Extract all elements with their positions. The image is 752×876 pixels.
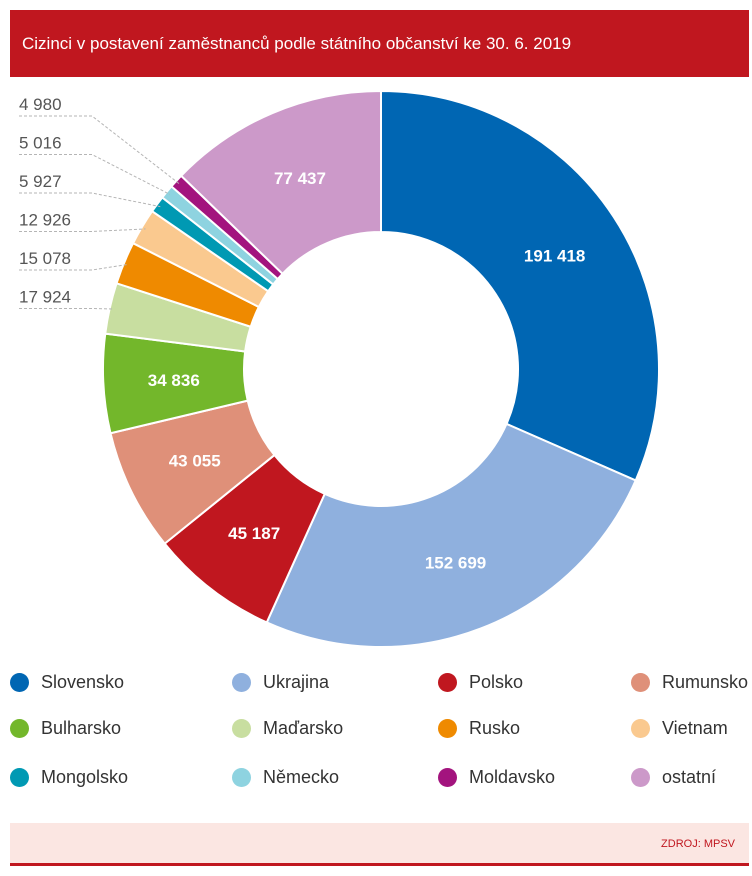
legend-item-rusko: Rusko bbox=[438, 714, 520, 742]
data-label-rumunsko: 43 055 bbox=[169, 451, 221, 470]
legend-item-bulharsko: Bulharsko bbox=[10, 714, 121, 742]
chart-title: Cizinci v postavení zaměstnanců podle st… bbox=[22, 34, 572, 53]
data-label-vietnam: 12 926 bbox=[19, 211, 71, 230]
chart-title-banner: Cizinci v postavení zaměstnanců podle st… bbox=[10, 10, 749, 77]
legend-label: ostatní bbox=[662, 766, 717, 787]
footer-bar: ZDROJ: MPSV bbox=[10, 823, 749, 866]
slice-rusko bbox=[115, 241, 261, 329]
slice-slovensko bbox=[380, 89, 660, 482]
legend-label: Mongolsko bbox=[41, 766, 129, 787]
chart-legend: Slovensko Ukrajina Polsko Rumunsko Bulharsko… bbox=[0, 658, 752, 808]
slice-nemecko bbox=[160, 184, 280, 286]
legend-item-rumunsko: Rumunsko bbox=[631, 668, 748, 696]
leader-line-moldavsko bbox=[19, 115, 180, 185]
legend-item-moldavsko: Moldavsko bbox=[438, 763, 555, 791]
legend-label: Německo bbox=[263, 766, 340, 787]
legend-item-ostatni: ostatní bbox=[631, 763, 716, 791]
legend-item-vietnam: Vietnam bbox=[631, 714, 728, 742]
data-label-madarsko: 17 924 bbox=[19, 288, 71, 307]
legend-swatch bbox=[10, 767, 29, 787]
legend-label: Vietnam bbox=[662, 717, 728, 738]
data-label-nemecko: 5 016 bbox=[19, 134, 62, 153]
leader-line-vietnam bbox=[19, 228, 146, 232]
slice-mongolsko bbox=[150, 196, 275, 293]
legend-swatch bbox=[631, 767, 650, 787]
legend-label: Rusko bbox=[469, 717, 521, 738]
slice-rumunsko bbox=[109, 399, 276, 546]
source-note: ZDROJ: MPSV bbox=[661, 838, 735, 850]
legend-item-slovensko: Slovensko bbox=[10, 668, 124, 696]
data-label-slovensko: 191 418 bbox=[524, 246, 585, 265]
legend-label: Rumunsko bbox=[662, 671, 749, 692]
legend-item-madarsko: Maďarsko bbox=[232, 714, 343, 742]
data-label-ukrajina: 152 699 bbox=[425, 554, 486, 573]
legend-item-polsko: Polsko bbox=[438, 668, 523, 696]
leader-line-rusko bbox=[19, 263, 128, 271]
legend-item-mongolsko: Mongolsko bbox=[10, 763, 128, 791]
legend-swatch bbox=[438, 672, 457, 692]
legend-swatch bbox=[631, 672, 650, 692]
legend-label: Polsko bbox=[469, 671, 524, 692]
leader-line-nemecko bbox=[19, 154, 171, 195]
slice-polsko bbox=[163, 453, 327, 624]
leader-line-madarsko bbox=[19, 308, 114, 310]
legend-swatch bbox=[232, 718, 251, 738]
data-label-polsko: 45 187 bbox=[228, 524, 280, 543]
slice-moldavsko bbox=[170, 174, 284, 281]
legend-swatch bbox=[10, 718, 29, 738]
slice-vietnam bbox=[131, 209, 270, 309]
slice-bulharsko bbox=[102, 332, 249, 435]
legend-swatch bbox=[10, 672, 29, 692]
data-label-mongolsko: 5 927 bbox=[19, 172, 62, 191]
data-label-ostatni: 77 437 bbox=[274, 169, 326, 188]
legend-label: Ukrajina bbox=[263, 671, 330, 692]
legend-label: Slovensko bbox=[41, 671, 125, 692]
legend-swatch bbox=[438, 718, 457, 738]
data-label-bulharsko: 34 836 bbox=[148, 371, 200, 390]
legend-label: Bulharsko bbox=[41, 717, 122, 738]
leader-line-mongolsko bbox=[19, 192, 161, 208]
legend-item-ukrajina: Ukrajina bbox=[232, 668, 329, 696]
legend-swatch bbox=[232, 672, 251, 692]
legend-item-nemecko: Německo bbox=[232, 763, 339, 791]
legend-swatch bbox=[232, 767, 251, 787]
slice-ostatni bbox=[179, 89, 382, 276]
slice-ukrajina bbox=[265, 422, 638, 648]
legend-swatch bbox=[631, 718, 650, 738]
legend-label: Moldavsko bbox=[469, 766, 556, 787]
slice-madarsko bbox=[104, 282, 252, 353]
legend-swatch bbox=[438, 767, 457, 787]
data-label-rusko: 15 078 bbox=[19, 249, 71, 268]
data-label-moldavsko: 4 980 bbox=[19, 95, 62, 114]
legend-label: Maďarsko bbox=[263, 717, 344, 738]
